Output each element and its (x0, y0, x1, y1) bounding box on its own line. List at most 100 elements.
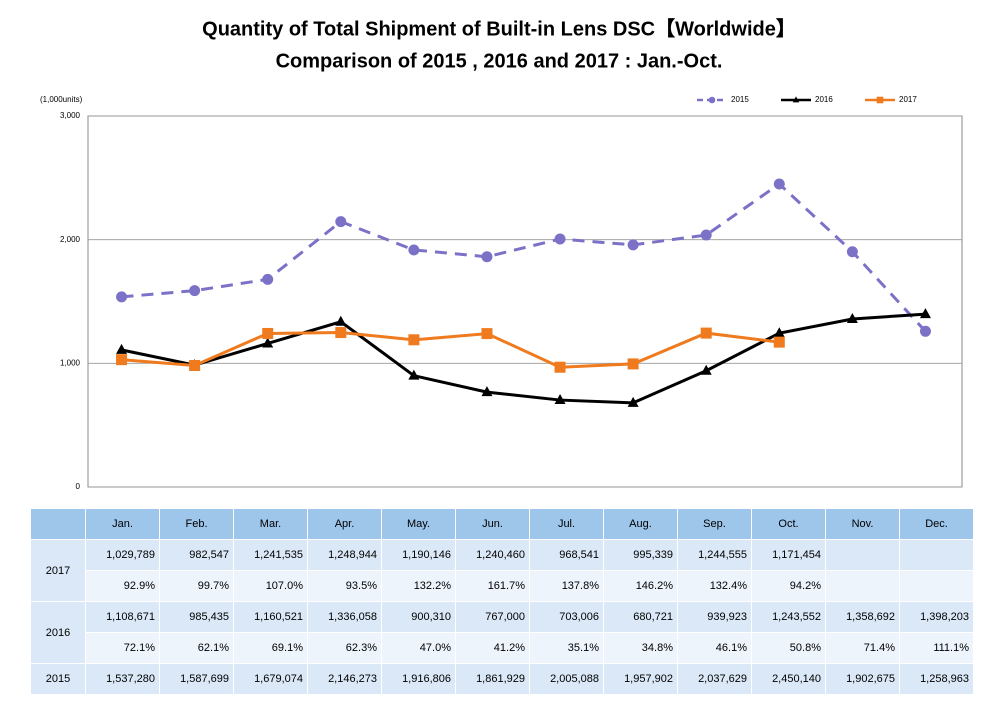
table-cell: 1,108,671 (86, 602, 159, 632)
table-cell: 62.1% (160, 633, 233, 663)
legend-marker (876, 96, 884, 104)
table-cell: 94.2% (752, 571, 825, 601)
table-row: 72.1% 62.1% 69.1% 62.3% 47.0% 41.2% 35.1% 34.8%… (31, 633, 973, 663)
point (627, 239, 639, 251)
table-cell: 1,587,699 (160, 664, 233, 694)
series-line (121, 182, 927, 333)
point (335, 216, 347, 228)
table-cell: 161.7% (456, 571, 529, 601)
legend-marker (708, 96, 716, 104)
table-row: 92.9% 99.7% 107.0% 93.5% 132.2% 161.7% 137.8% 1… (31, 571, 973, 601)
y-tick-label: 1,000 (60, 358, 81, 367)
table-cell: 900,310 (382, 602, 455, 632)
table-cell: Dec. (900, 509, 973, 539)
point (554, 394, 566, 405)
point (408, 244, 420, 256)
table-cell: 1,902,675 (826, 664, 899, 694)
point (116, 354, 128, 366)
table-cell (900, 540, 973, 570)
table-cell: 93.5% (308, 571, 381, 601)
plot-frame (87, 115, 963, 488)
legend-label: 2016 (815, 95, 833, 104)
table-cell: 1,029,789 (86, 540, 159, 570)
data-table: Jan. Feb. Mar. Apr. May. Jun. Jul. Aug. Sep. Oct.… (30, 508, 974, 695)
table-cell: 111.1% (900, 633, 973, 663)
y-tick-label: 0 (76, 482, 81, 491)
table-cell: Mar. (234, 509, 307, 539)
point (846, 312, 858, 323)
table-cell: 1,916,806 (382, 664, 455, 694)
table-row: 2015 1,537,280 1,587,699 1,679,074 2,146,273… (31, 664, 973, 694)
table-cell: Sep. (678, 509, 751, 539)
table-cell: 982,547 (160, 540, 233, 570)
table-cell: 703,006 (530, 602, 603, 632)
chart: Quantity of Total Shipment of Built-in L… (40, 17, 963, 491)
table-cell: 2016 (31, 602, 85, 663)
table-cell: 34.8% (604, 633, 677, 663)
table-cell: 62.3% (308, 633, 381, 663)
y-tick-label: 2,000 (60, 235, 81, 244)
point (481, 328, 493, 340)
table-cell: 146.2% (604, 571, 677, 601)
table-cell: Apr. (308, 509, 381, 539)
point (189, 359, 201, 371)
series-line (121, 331, 780, 369)
point (846, 246, 858, 258)
table-cell (826, 571, 899, 601)
y-tick-label: 3,000 (60, 111, 81, 120)
table-cell: 1,243,552 (752, 602, 825, 632)
point (408, 369, 420, 380)
point (919, 325, 931, 337)
point (262, 327, 274, 339)
table-cell: 41.2% (456, 633, 529, 663)
table-cell: 69.1% (234, 633, 307, 663)
table-cell: Nov. (826, 509, 899, 539)
table-row: 2017 1,029,789 982,547 1,241,535 1,248,944 1,… (31, 540, 973, 601)
table-cell: 1,358,692 (826, 602, 899, 632)
table-cell: 939,923 (678, 602, 751, 632)
table-cell: 968,541 (530, 540, 603, 570)
table-cell: 35.1% (530, 633, 603, 663)
table-cell: 1,241,535 (234, 540, 307, 570)
point (116, 291, 128, 303)
point (554, 361, 566, 373)
table-cell: Jul. (530, 509, 603, 539)
table-cell (826, 540, 899, 570)
table-cell: 1,537,280 (86, 664, 159, 694)
table-cell: 680,721 (604, 602, 677, 632)
table-cell: 47.0% (382, 633, 455, 663)
chart-subtitle: Comparison of 2015 , 2016 and 2017 : Jan… (276, 50, 723, 72)
point (554, 233, 566, 245)
table-cell: Jun. (456, 509, 529, 539)
table-row: Jan. Feb. Mar. Apr. May. Jun. Jul. Aug. Sep. Oct.… (31, 509, 973, 539)
table-cell: 72.1% (86, 633, 159, 663)
table-cell: 1,679,074 (234, 664, 307, 694)
table-cell: 71.4% (826, 633, 899, 663)
point (481, 251, 493, 263)
table-cell: 1,240,460 (456, 540, 529, 570)
table-cell: 1,160,521 (234, 602, 307, 632)
point (773, 178, 785, 190)
table-cell: 1,258,963 (900, 664, 973, 694)
point (919, 308, 931, 319)
table-cell: 2,450,140 (752, 664, 825, 694)
point (773, 327, 785, 338)
series-line (121, 312, 926, 405)
table-cell: 107.0% (234, 571, 307, 601)
table-cell: Feb. (160, 509, 233, 539)
table-cell: 46.1% (678, 633, 751, 663)
table-cell: 1,398,203 (900, 602, 973, 632)
legend-label: 2017 (899, 95, 917, 104)
table-cell: 132.2% (382, 571, 455, 601)
point (700, 327, 712, 339)
table-cell: 1,171,454 (752, 540, 825, 570)
point (408, 334, 420, 346)
point (335, 327, 347, 339)
chart-title: Quantity of Total Shipment of Built-in L… (202, 17, 796, 40)
table-cell: Jan. (86, 509, 159, 539)
legend-label: 2015 (731, 95, 749, 104)
point (116, 343, 128, 354)
table-cell: 99.7% (160, 571, 233, 601)
table-cell: 1,861,929 (456, 664, 529, 694)
